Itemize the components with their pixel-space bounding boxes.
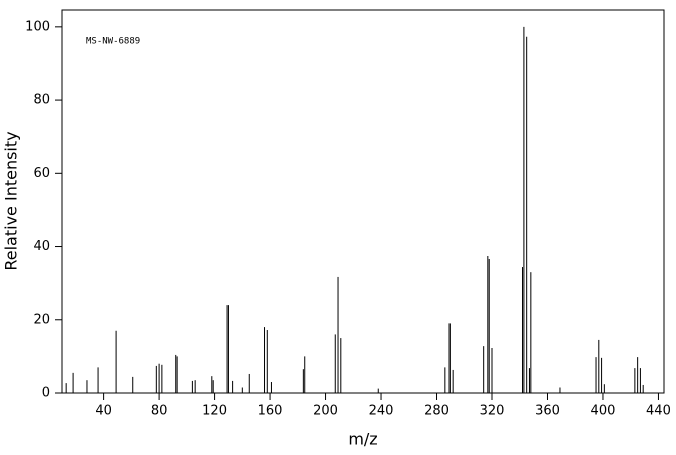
x-tick-label: 320 [480, 404, 505, 419]
x-tick-label: 80 [151, 404, 168, 419]
x-tick-label: 120 [202, 404, 227, 419]
x-axis-label: m/z [348, 430, 377, 449]
y-tick-label: 40 [33, 239, 50, 254]
x-tick-label: 40 [95, 404, 112, 419]
x-tick-label: 200 [313, 404, 338, 419]
y-tick-label: 100 [25, 19, 50, 34]
y-tick-label: 60 [33, 166, 50, 181]
x-tick-label: 360 [535, 404, 560, 419]
y-axis-label: Relative Intensity [2, 131, 21, 270]
plot-frame [61, 9, 665, 394]
x-tick-label: 280 [424, 404, 449, 419]
y-tick-label: 20 [33, 312, 50, 327]
y-tick-label: 80 [33, 93, 50, 108]
y-tick-label: 0 [42, 386, 50, 401]
annotation: MS-NW-6889 [86, 37, 140, 47]
x-tick-label: 160 [258, 404, 283, 419]
x-tick-label: 240 [369, 404, 394, 419]
x-tick-label: 440 [646, 404, 671, 419]
x-tick-label: 400 [591, 404, 616, 419]
